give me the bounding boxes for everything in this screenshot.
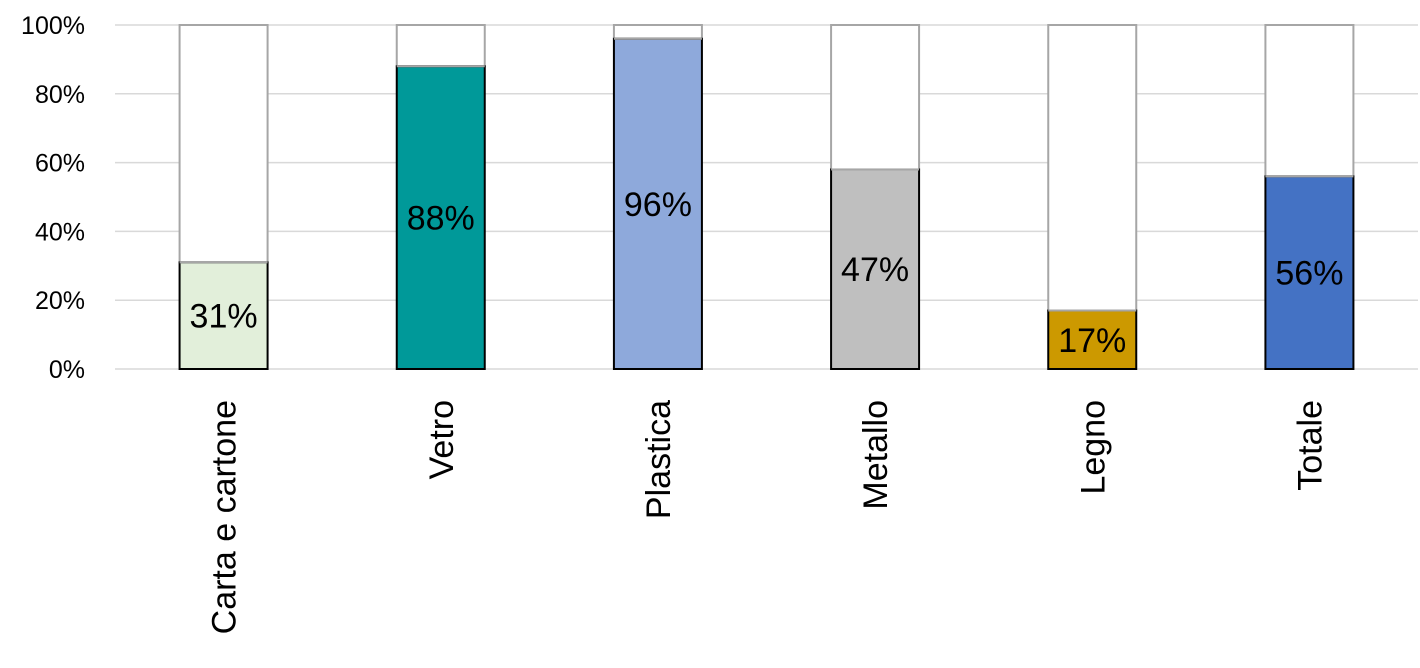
y-tick-label: 40% bbox=[35, 218, 85, 246]
x-axis-category-labels: Carta e cartone Vetro Plastica Metallo Legno… bbox=[206, 400, 1330, 634]
bar-value-5 bbox=[1047, 309, 1138, 370]
data-label-3: 96% bbox=[624, 186, 692, 224]
bar-remainder-2 bbox=[395, 24, 486, 68]
x-category-label-2: Vetro bbox=[423, 400, 461, 479]
bar-value-3 bbox=[612, 37, 703, 370]
bar-value-4 bbox=[830, 168, 921, 370]
y-tick-label: 80% bbox=[35, 81, 85, 109]
data-label-5: 17% bbox=[1058, 322, 1126, 360]
y-axis-tick-labels: 0% 20% 40% 60% 80% 100% bbox=[21, 12, 85, 384]
gridlines bbox=[115, 24, 1418, 370]
data-label-2: 88% bbox=[407, 200, 475, 238]
x-category-label-3: Plastica bbox=[640, 400, 678, 519]
data-label-4: 47% bbox=[841, 251, 909, 289]
bar-remainder-1 bbox=[178, 24, 269, 264]
bar-remainder-5 bbox=[1047, 24, 1138, 312]
bar-value-1 bbox=[178, 261, 269, 370]
x-category-label-4: Metallo bbox=[857, 400, 895, 510]
y-tick-label: 100% bbox=[21, 12, 85, 40]
y-tick-label: 20% bbox=[35, 287, 85, 315]
bars bbox=[178, 24, 1355, 370]
bar-value-2 bbox=[395, 65, 486, 370]
y-tick-label: 0% bbox=[49, 356, 85, 384]
data-labels: 31% 88% 96% 47% 17% 56% bbox=[190, 186, 1344, 360]
bar-remainder-3 bbox=[612, 24, 703, 40]
x-category-label-1: Carta e cartone bbox=[206, 400, 244, 634]
data-label-6: 56% bbox=[1275, 255, 1343, 293]
data-label-1: 31% bbox=[190, 298, 258, 336]
x-category-label-6: Totale bbox=[1291, 400, 1329, 491]
bar-remainder-4 bbox=[830, 24, 921, 171]
bar-remainder-6 bbox=[1264, 24, 1355, 178]
y-tick-label: 60% bbox=[35, 150, 85, 178]
x-category-label-5: Legno bbox=[1074, 400, 1112, 495]
